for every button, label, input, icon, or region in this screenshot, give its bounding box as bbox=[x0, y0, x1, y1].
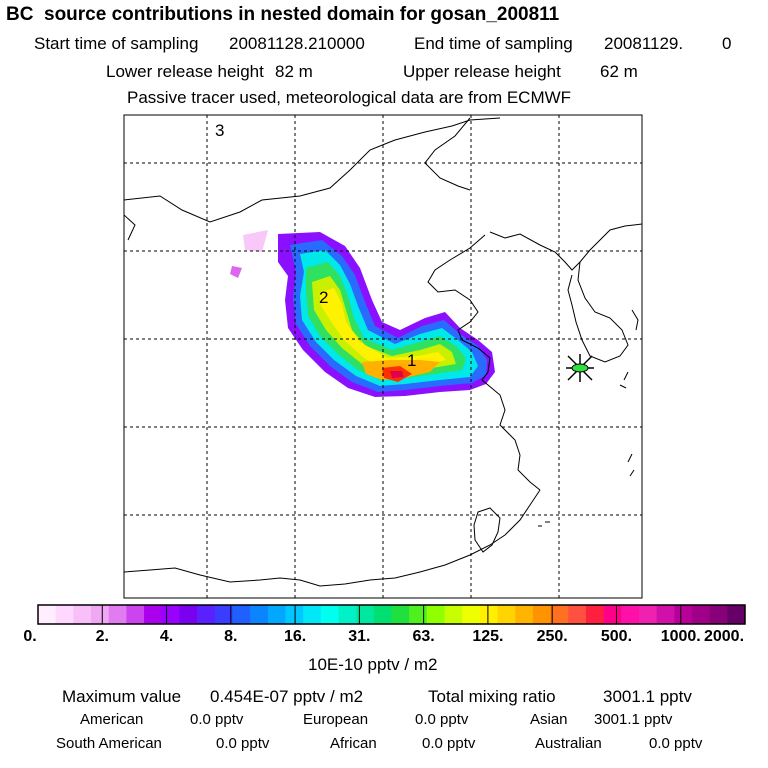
colorbar-tick-label: 0. bbox=[23, 628, 37, 645]
colorbar-swatch bbox=[338, 605, 357, 624]
region-value: 3001.1 pptv bbox=[594, 711, 673, 728]
colorbar-swatch bbox=[373, 605, 392, 624]
colorbar-swatch bbox=[426, 605, 446, 624]
colorbar-swatch bbox=[55, 605, 74, 624]
colorbar-swatch bbox=[550, 605, 569, 624]
max-value-label: Maximum value bbox=[62, 687, 182, 706]
colorbar-swatch bbox=[462, 605, 481, 624]
lower-height-label: Lower release height bbox=[106, 62, 264, 81]
colorbar-swatch bbox=[585, 605, 605, 624]
colorbar-tick-label: 4. bbox=[159, 628, 174, 645]
colorbar-swatch bbox=[303, 605, 322, 624]
end-time-extra: 0 bbox=[722, 34, 732, 53]
colorbar-swatch bbox=[161, 605, 180, 624]
region-value: 0.0 pptv bbox=[422, 735, 476, 752]
plot-title: BC source contributions in nested domain… bbox=[6, 4, 560, 25]
plume-contour-outer bbox=[230, 266, 242, 278]
colorbar-tick-label: 8. bbox=[224, 628, 238, 645]
map-label-1: 1 bbox=[407, 351, 416, 370]
region-value: 0.0 pptv bbox=[190, 711, 244, 728]
colorbar-swatch bbox=[444, 605, 463, 624]
lat-lon-grid bbox=[124, 115, 642, 598]
plume-contour-yellowgreen bbox=[312, 276, 456, 374]
colorbar-swatch bbox=[38, 605, 57, 624]
region-value: 0.0 pptv bbox=[216, 735, 270, 752]
colorbar-tick-label: 63. bbox=[412, 628, 435, 645]
colorbar-swatch bbox=[267, 605, 286, 624]
region-name: African bbox=[330, 735, 377, 752]
colorbar-tick-label: 31. bbox=[348, 628, 371, 645]
region-value: 0.0 pptv bbox=[649, 735, 703, 752]
colorbar-swatch bbox=[568, 605, 587, 624]
colorbar-swatch bbox=[674, 605, 693, 624]
colorbar-swatch bbox=[409, 605, 428, 624]
total-mixing-label: Total mixing ratio bbox=[428, 687, 556, 706]
colorbar-swatch bbox=[691, 605, 711, 624]
colorbar-tick-label: 1000. bbox=[660, 628, 701, 645]
colorbar-swatch bbox=[214, 605, 233, 624]
colorbar-swatch bbox=[144, 605, 163, 624]
map-frame bbox=[123, 114, 643, 599]
colorbar-swatch bbox=[73, 605, 92, 624]
colorbar-tick-label: 2000. bbox=[703, 628, 745, 645]
star-marker-icon bbox=[566, 354, 594, 382]
colorbar-swatch bbox=[126, 605, 145, 624]
colorbar-swatch bbox=[479, 605, 499, 624]
colorbar-swatch bbox=[356, 605, 375, 624]
region-name: South American bbox=[56, 735, 162, 752]
colorbar-tick-label: 16. bbox=[283, 628, 307, 645]
region-name: Australian bbox=[535, 735, 602, 752]
colorbar-tick-label: 500. bbox=[600, 628, 633, 645]
max-value: 0.454E-07 pptv / m2 bbox=[210, 687, 364, 706]
region-name: European bbox=[303, 711, 369, 728]
colorbar-swatch bbox=[638, 605, 658, 624]
upper-height-value: 62 m bbox=[600, 62, 638, 81]
colorbar-swatch bbox=[250, 605, 269, 624]
end-time-label: End time of sampling bbox=[414, 34, 573, 53]
colorbar-swatch bbox=[320, 605, 339, 624]
colorbar-swatch bbox=[108, 605, 127, 624]
colorbar-swatch bbox=[391, 605, 410, 624]
start-time-label: Start time of sampling bbox=[34, 34, 199, 53]
colorbar-swatch bbox=[709, 605, 728, 624]
colorbar-frame bbox=[37, 604, 746, 625]
colorbar-swatch bbox=[656, 605, 675, 624]
start-time-value: 20081128.210000 bbox=[229, 34, 365, 53]
total-mixing-value: 3001.1 pptv bbox=[603, 687, 692, 706]
colorbar-swatch bbox=[727, 605, 746, 624]
colorbar-swatch bbox=[285, 605, 304, 624]
plume-contour-deepred bbox=[390, 371, 404, 378]
colorbar-swatch bbox=[621, 605, 640, 624]
colorbar-tick-label: 250. bbox=[536, 628, 568, 645]
plume-field bbox=[230, 230, 495, 397]
colorbar-swatch bbox=[603, 605, 622, 624]
region-name: American bbox=[80, 711, 144, 728]
map-label-2: 2 bbox=[319, 288, 328, 307]
lower-height-value: 82 m bbox=[275, 62, 313, 81]
colorbar-swatch bbox=[197, 605, 216, 624]
colorbar-swatch bbox=[91, 605, 110, 624]
colorbar-tick-label: 2. bbox=[95, 628, 109, 645]
colorbar-swatch bbox=[232, 605, 251, 624]
coastlines bbox=[124, 117, 642, 587]
plume-contour-yellow bbox=[320, 288, 446, 368]
colorbar-tick-label: 125. bbox=[472, 628, 504, 645]
end-time-value: 20081129. bbox=[604, 34, 684, 53]
plume-contour-outer bbox=[243, 230, 268, 252]
map-label-3: 3 bbox=[215, 121, 224, 140]
colorbar-unit: 10E-10 pptv / m2 bbox=[308, 655, 438, 674]
colorbar-swatch bbox=[515, 605, 534, 624]
colorbar-swatch bbox=[497, 605, 516, 624]
colorbar-swatch bbox=[179, 605, 198, 624]
colorbar-swatch bbox=[532, 605, 552, 624]
colorbar bbox=[37, 604, 746, 625]
upper-height-label: Upper release height bbox=[403, 62, 561, 81]
region-value: 0.0 pptv bbox=[415, 711, 469, 728]
tracer-info: Passive tracer used, meteorological data… bbox=[127, 88, 572, 107]
region-name: Asian bbox=[530, 711, 568, 728]
